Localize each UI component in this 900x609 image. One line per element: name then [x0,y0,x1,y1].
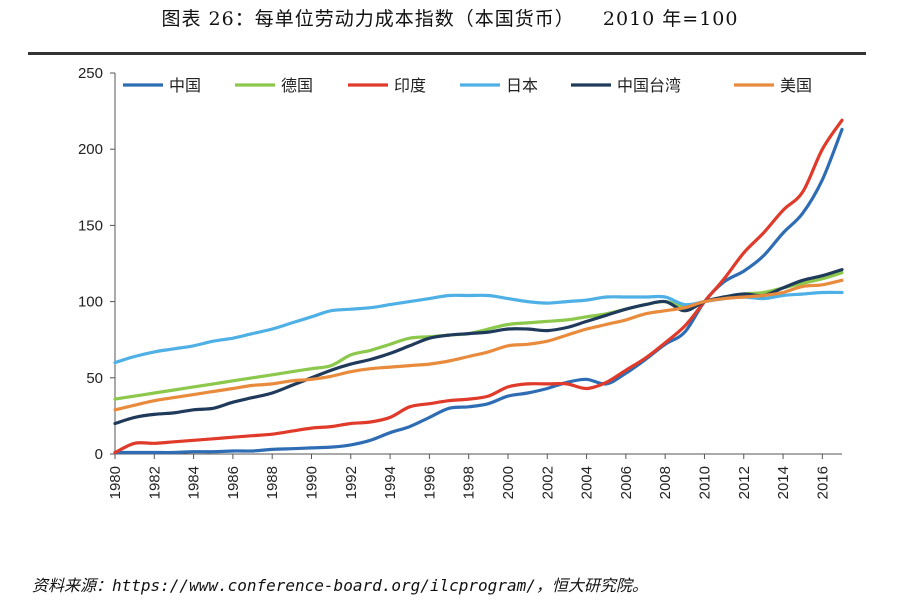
chart-title: 图表 26：每单位劳动力成本指数（本国货币） 2010 年=100 [161,8,739,30]
x-tick-label: 1986 [225,466,242,499]
legend-label-3: 日本 [506,76,538,95]
y-tick-label: 50 [86,370,103,387]
y-tick-label: 150 [78,217,103,234]
y-tick-label: 200 [78,141,103,158]
legend-label-4: 中国台湾 [617,76,681,95]
x-tick-label: 2016 [814,466,831,499]
x-tick-label: 2000 [500,466,517,499]
legend-label-0: 中国 [169,76,201,95]
x-tick-label: 2010 [696,466,713,499]
x-tick-label: 1998 [461,466,478,499]
y-tick-label: 0 [95,446,103,463]
title-underline [28,52,866,55]
x-tick-label: 1988 [264,466,281,499]
x-tick-label: 1992 [343,466,360,499]
x-tick-label: 1994 [382,466,399,499]
source-note: 资料来源：https://www.conference-board.org/il… [32,576,648,595]
x-tick-label: 1982 [146,466,163,499]
x-tick-label: 1996 [421,466,438,499]
x-tick-label: 1990 [303,466,320,499]
x-tick-label: 2004 [579,466,596,499]
x-tick-label: 2012 [736,466,753,499]
series-line-2 [113,118,844,455]
x-tick-label: 1984 [186,466,203,499]
series-line-4 [113,268,844,426]
x-tick-label: 1980 [107,466,124,499]
series-line-1 [113,271,844,401]
x-tick-label: 2014 [775,466,792,499]
y-tick-label: 100 [78,294,103,311]
series-line-3 [113,290,844,365]
chart-legend: 中国 德国 印度 日本 中国台湾 美国 [123,76,812,95]
chart-series-group [113,118,844,455]
legend-label-1: 德国 [281,76,313,95]
legend-label-5: 美国 [780,76,812,95]
legend-label-2: 印度 [394,76,426,95]
series-line-5 [113,278,844,412]
x-tick-label: 2002 [539,466,556,499]
chart-axes: 0 50 100 150 200 250 1980 1982 1984 1986 1988 1990 1… [78,65,842,499]
y-tick-label: 250 [78,65,103,82]
x-tick-label: 2008 [657,466,674,499]
x-tick-label: 2006 [618,466,635,499]
